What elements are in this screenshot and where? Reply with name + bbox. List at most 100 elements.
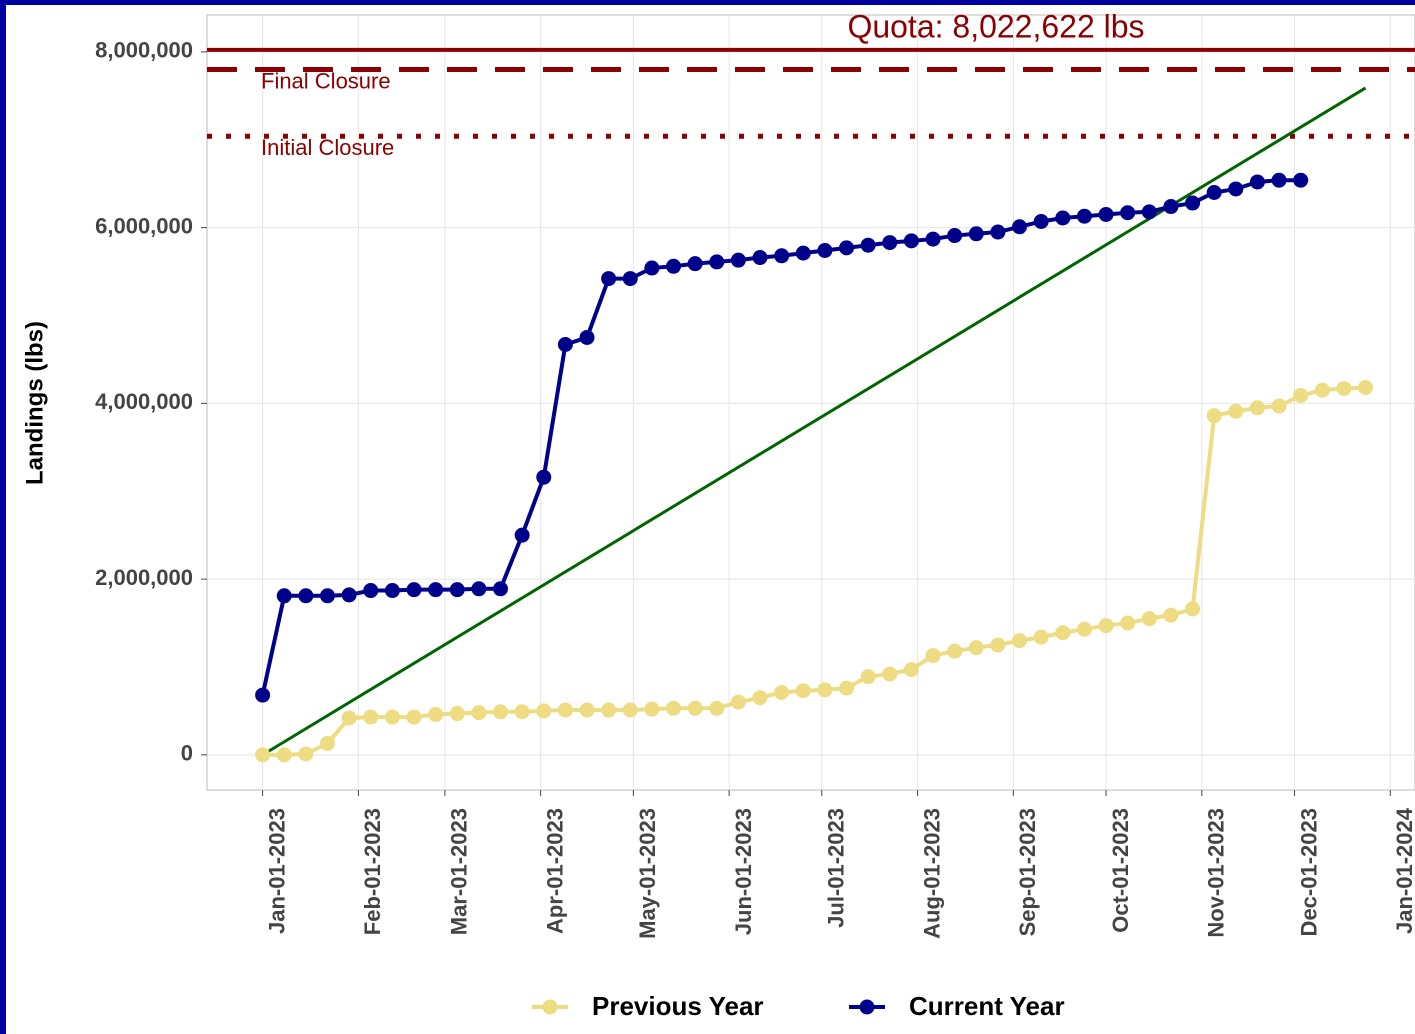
data-point [687, 256, 703, 272]
legend-item: Previous Year [532, 991, 764, 1021]
data-point [817, 682, 833, 698]
legend-swatch [859, 999, 875, 1015]
data-point [1012, 633, 1028, 649]
data-point [601, 271, 617, 287]
data-point [817, 242, 833, 258]
x-tick-label: May-01-2023 [635, 808, 660, 939]
y-tick-label: 2,000,000 [95, 565, 193, 590]
data-point [255, 747, 271, 763]
y-tick-label: 6,000,000 [95, 213, 193, 238]
data-point [579, 329, 595, 345]
x-tick-label: Apr-01-2023 [542, 808, 567, 934]
data-point [709, 254, 725, 270]
data-point [1055, 210, 1071, 226]
data-point [968, 640, 984, 656]
data-point [1293, 172, 1309, 188]
data-point [990, 224, 1006, 240]
data-point [730, 694, 746, 710]
legend-label: Current Year [909, 991, 1065, 1021]
data-point [947, 228, 963, 244]
data-point [709, 700, 725, 716]
trend-line [261, 86, 1367, 757]
data-point [903, 662, 919, 678]
legend-label: Previous Year [592, 991, 764, 1021]
data-point [882, 235, 898, 251]
data-point [1271, 172, 1287, 188]
data-point [687, 700, 703, 716]
data-point [774, 684, 790, 700]
data-point [1228, 403, 1244, 419]
data-point [1163, 607, 1179, 623]
data-point [493, 581, 509, 597]
data-point [1228, 181, 1244, 197]
data-point [1185, 195, 1201, 211]
data-point [1271, 398, 1287, 414]
x-tick-label: Jul-01-2023 [824, 808, 849, 928]
data-point [601, 702, 617, 718]
data-point [298, 746, 314, 762]
data-point [666, 258, 682, 274]
data-point [1249, 400, 1265, 416]
data-point [1314, 382, 1330, 398]
data-point [471, 705, 487, 721]
data-point [1055, 625, 1071, 641]
data-point [1076, 208, 1092, 224]
data-point [384, 583, 400, 599]
legend-swatch [542, 999, 558, 1015]
y-axis-label: Landings (lbs) [21, 321, 48, 485]
data-point [1076, 621, 1092, 637]
data-point [622, 271, 638, 287]
data-point [384, 709, 400, 725]
y-tick-label: 0 [181, 741, 193, 766]
data-point [449, 706, 465, 722]
data-point [644, 260, 660, 276]
data-point [1206, 184, 1222, 200]
data-point [557, 702, 573, 718]
x-tick-label: Feb-01-2023 [360, 808, 385, 935]
data-point [860, 237, 876, 253]
data-point [622, 702, 638, 718]
data-point [795, 683, 811, 699]
data-point [406, 709, 422, 725]
annotation: Quota: 8,022,622 lbs [847, 8, 1144, 44]
legend-item: Current Year [849, 991, 1065, 1021]
data-point [341, 587, 357, 603]
data-point [839, 680, 855, 696]
x-tick-label: Sep-01-2023 [1015, 808, 1040, 936]
data-point [774, 248, 790, 264]
data-point [1141, 204, 1157, 220]
y-tick-label: 4,000,000 [95, 389, 193, 414]
data-point [1249, 174, 1265, 190]
y-tick-label: 8,000,000 [95, 38, 193, 63]
data-point [1033, 213, 1049, 229]
data-point [882, 666, 898, 682]
data-point [644, 701, 660, 717]
data-point [1206, 408, 1222, 424]
data-point [1185, 601, 1201, 617]
data-point [1120, 205, 1136, 221]
annotation: Final Closure [261, 68, 391, 93]
data-point [363, 583, 379, 599]
data-point [903, 233, 919, 249]
data-point [1120, 615, 1136, 631]
data-point [666, 700, 682, 716]
data-point [795, 245, 811, 261]
x-tick-label: Nov-01-2023 [1204, 808, 1229, 938]
plot-area [206, 14, 1415, 791]
series-line [262, 385, 1366, 757]
data-point [839, 240, 855, 256]
data-point [1358, 380, 1374, 396]
data-point [860, 669, 876, 685]
data-point [557, 337, 573, 353]
data-point [493, 704, 509, 720]
data-point [968, 226, 984, 242]
data-point [1141, 611, 1157, 627]
data-point [1336, 380, 1352, 396]
data-point [449, 582, 465, 598]
data-point [730, 252, 746, 268]
data-point [428, 706, 444, 722]
data-point [579, 702, 595, 718]
data-point [947, 643, 963, 659]
x-tick-label: Jan-01-2023 [264, 808, 289, 934]
